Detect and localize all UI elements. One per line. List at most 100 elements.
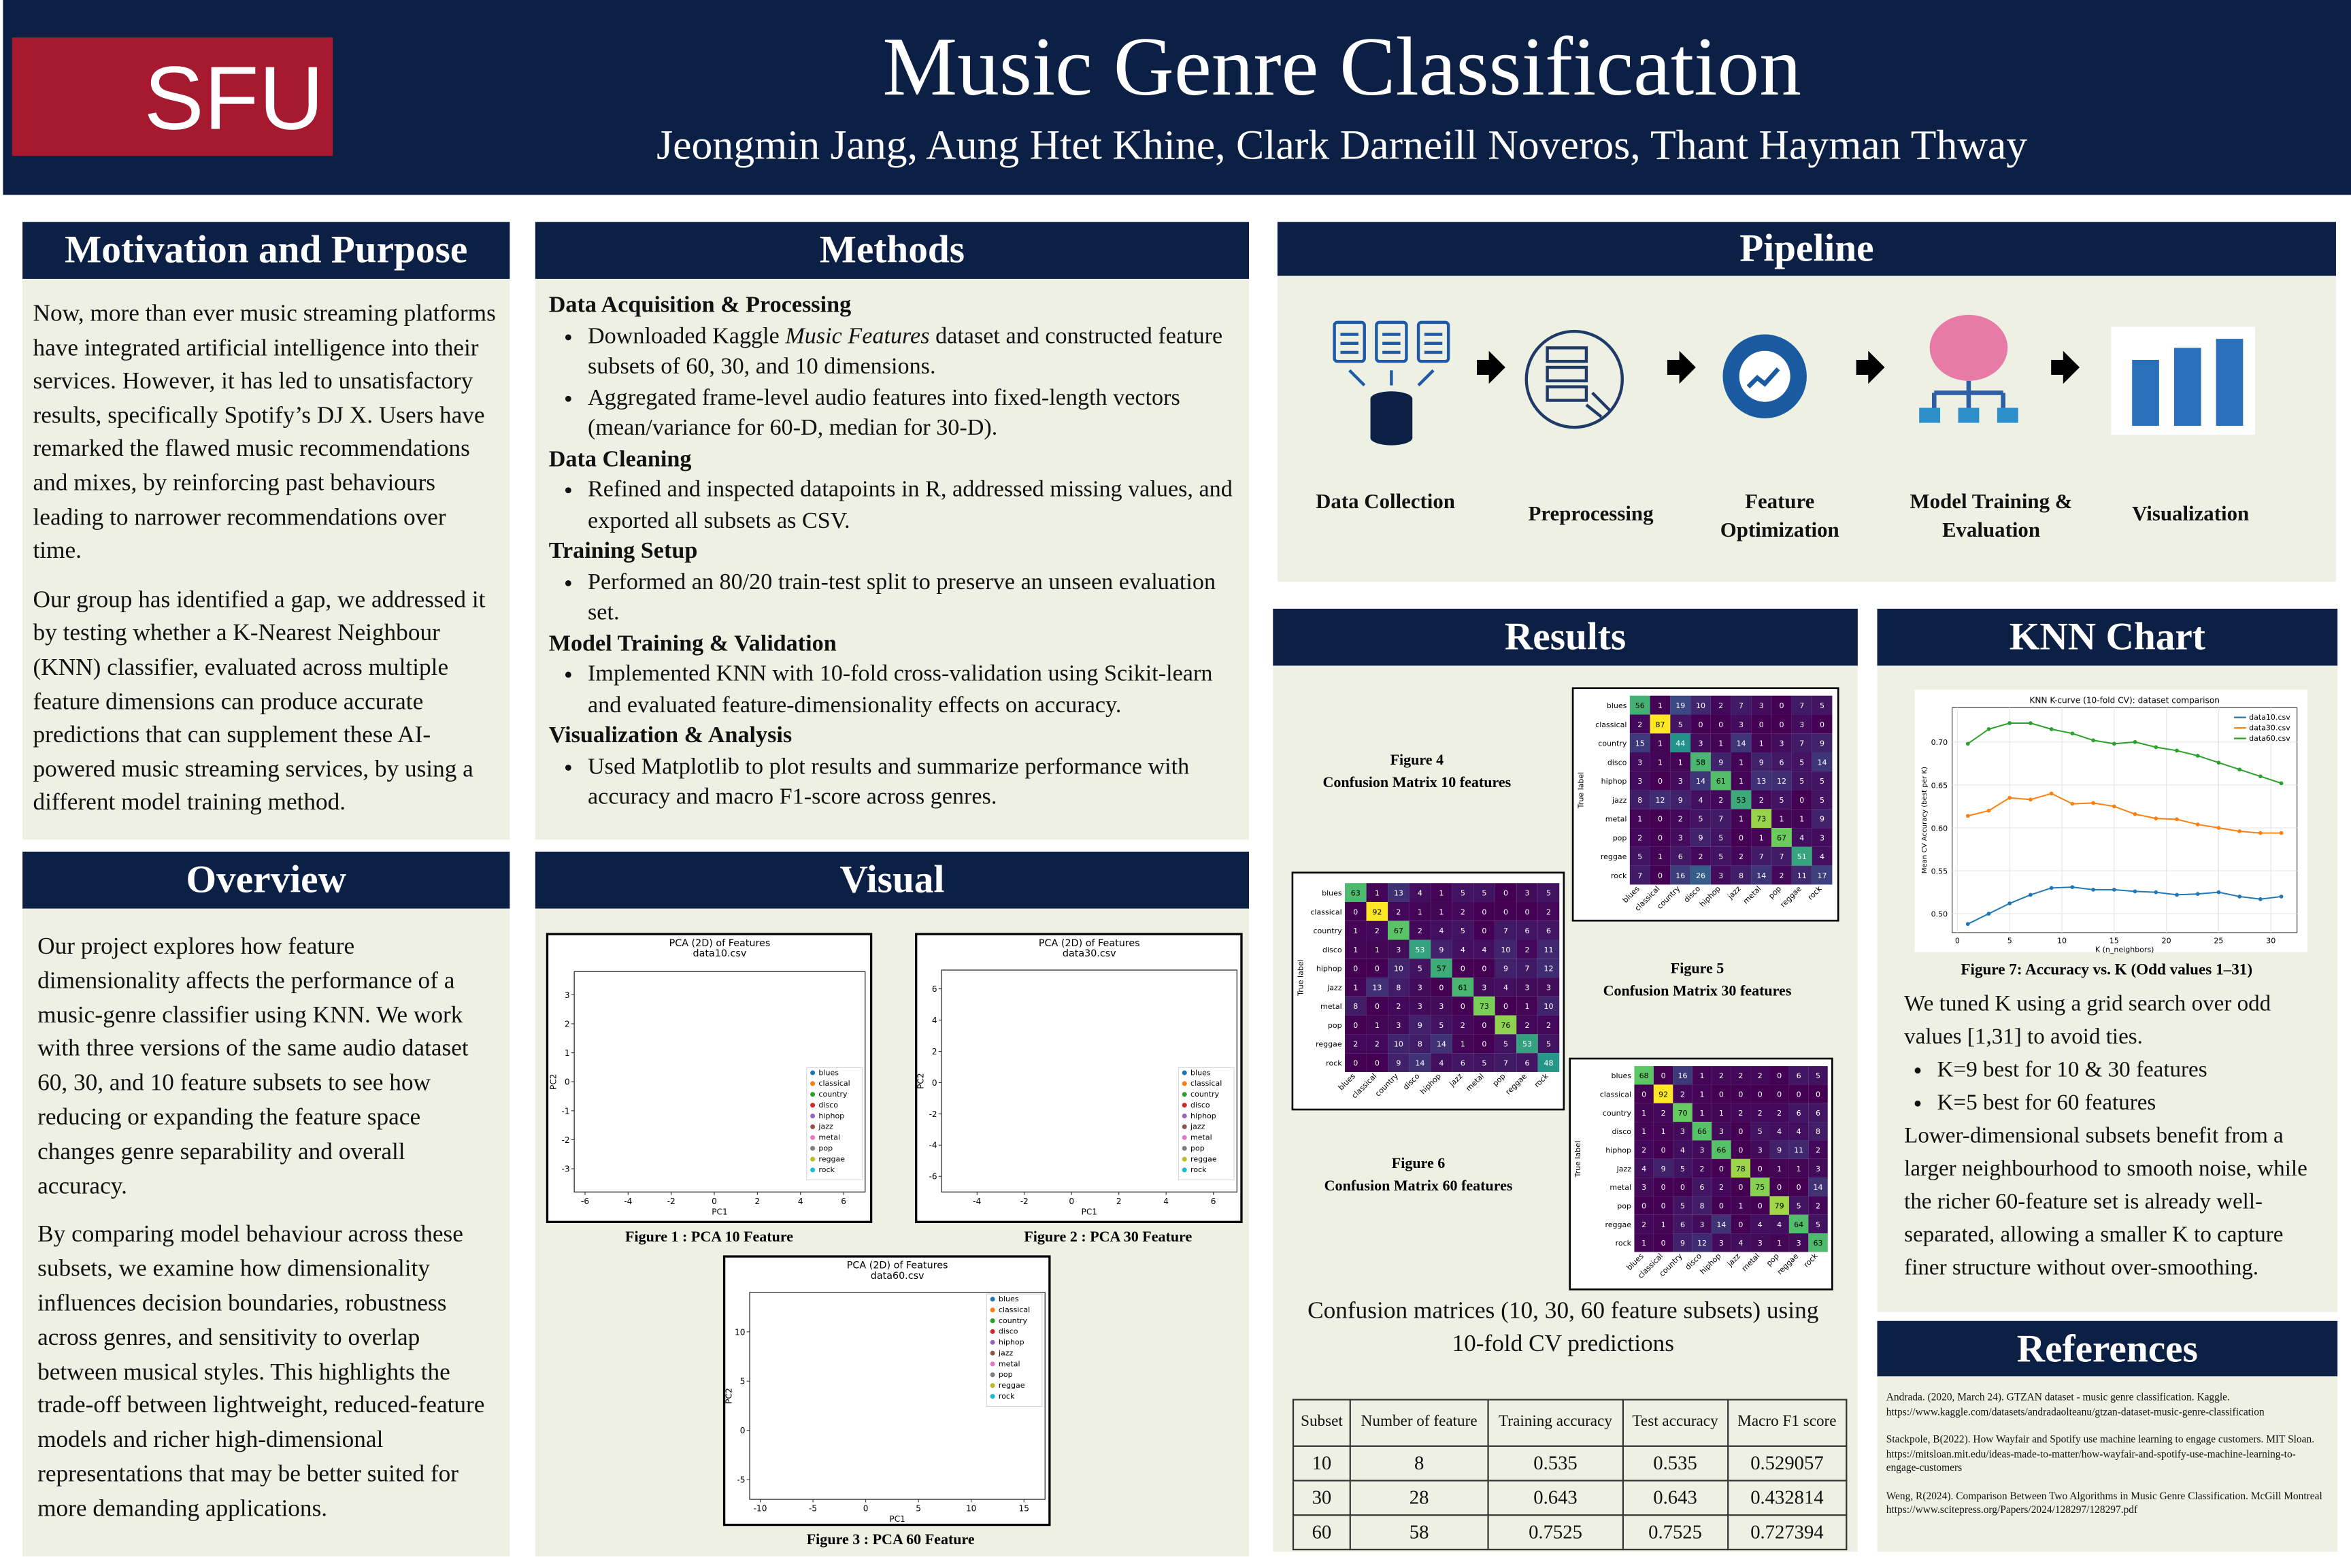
cell-label: 66 [1697,1127,1707,1136]
point [2195,754,2200,758]
cell-label: 6 [1797,1071,1801,1080]
cell-label: 2 [1678,815,1683,824]
x-tick-label: -2 [1020,1197,1029,1206]
paragraph: Our group has identified a gap, we addre… [33,587,486,816]
cell-label: 0 [1661,1239,1666,1248]
cell-label: 78 [1736,1165,1746,1173]
point [2216,890,2221,895]
matrix-cell [1769,1084,1789,1103]
y-tick-label: disco [1322,946,1342,954]
figure-caption: Figure 2 : PCA 30 Feature [1024,1228,1192,1245]
plot-area [749,1292,1046,1500]
matrix-cell [1812,865,1833,885]
matrix-cell [1690,771,1711,790]
matrix-cell [1653,1158,1673,1178]
cell-label: 0 [1738,1220,1743,1229]
legend-box [986,1293,1043,1407]
cell-label: 0 [1461,965,1465,973]
matrix-cell [1750,1103,1770,1122]
chart-title: data10.csv [693,948,747,959]
matrix-cell [1769,1196,1789,1215]
matrix-cell [1634,1140,1654,1159]
matrix-cell [1431,883,1452,902]
matrix-cell [1537,1015,1560,1035]
y-tick-label: -1 [561,1106,569,1116]
point [2216,761,2221,765]
matrix-cell [1673,1196,1693,1215]
point [2091,801,2095,805]
point [2175,893,2179,897]
cell-label: 9 [1661,1165,1666,1173]
table-cell: 28 [1349,1480,1489,1516]
matrix-cell [1634,1233,1654,1252]
y-tick-label: 4 [932,1016,937,1025]
legend-swatch [810,1070,816,1075]
matrix-cell [1771,865,1792,885]
matrix-cell [1650,828,1671,847]
cell-label: 8 [1418,1040,1422,1049]
matrix-cell [1771,790,1792,810]
cell-label: 0 [1738,1090,1743,1099]
matrix-cell [1388,883,1410,902]
matrix-cell [1452,978,1474,997]
point [2154,745,2158,750]
matrix-cell [1634,1122,1654,1141]
cell-label: 68 [1639,1071,1649,1080]
y-axis-label: PC2 [724,1388,734,1403]
matrix-cell [1495,978,1517,997]
bullet-text: Downloaded Kaggle [587,322,786,349]
cell-label: 5 [1816,1071,1820,1080]
cell-label: 0 [1439,983,1444,992]
cell-label: 4 [1698,796,1703,805]
cell-label: 5 [1820,701,1824,710]
chart-title: PCA (2D) of Features [669,938,771,949]
legend-swatch [1182,1167,1187,1173]
cell-label: 11 [1544,946,1553,954]
knn-intro: We tuned K using a grid search over odd … [1904,992,2271,1050]
legend-label: data60.csv [2249,734,2290,743]
x-tick-label: -2 [667,1197,676,1206]
cell-label: 79 [1775,1201,1784,1210]
cell-label: 4 [1461,946,1465,954]
matrix-cell [1808,1178,1828,1197]
cell-label: 1 [1661,1127,1666,1136]
cell-label: 0 [1797,1183,1801,1192]
matrix-cell [1452,883,1474,902]
table-cell: 60 [1292,1514,1351,1551]
method-bullets: Refined and inspected datapoints in R, a… [549,476,1235,537]
cell-label: 0 [1661,1183,1666,1192]
x-tick-label: 30 [2266,936,2275,945]
matrix-cell [1712,1196,1731,1215]
cell-label: 2 [1661,1109,1666,1118]
legend-label: rock [999,1392,1015,1401]
matrix-cell [1788,1103,1809,1122]
cell-label: 4 [1641,1165,1646,1173]
point [1965,814,1970,818]
x-tick-label: 0 [712,1197,717,1206]
matrix-cell [1769,1158,1789,1178]
matrix-cell [1769,1122,1789,1141]
pipeline-step: Feature Optimization [1720,491,1839,543]
cell-label: 0 [1799,796,1804,805]
legend-box [806,1067,863,1181]
point [2258,897,2263,901]
table-cell: 0.529057 [1727,1445,1848,1482]
method-heading: Training Setup [548,538,698,564]
cell-label: 5 [1439,1021,1444,1030]
matrix-cell [1712,1084,1731,1103]
matrix-cell [1673,1066,1693,1085]
matrix-cell [1731,1196,1751,1215]
point [2279,781,2284,786]
cell-label: 6 [1546,927,1551,935]
plot-area [1952,707,2298,933]
matrix-cell [1345,958,1367,978]
cell-label: 5 [1418,965,1422,973]
y-tick-label: jazz [1616,1165,1632,1173]
table-header-row: Subset Number of feature Training accuracy… [1292,1399,1848,1447]
matrix-cell [1670,846,1691,866]
method-heading: Data Acquisition & Processing [548,292,852,318]
cell-label: 0 [1375,965,1380,973]
cell-label: 7 [1799,739,1804,748]
matrix-cell [1710,695,1731,715]
x-tick-label: 4 [798,1197,803,1206]
